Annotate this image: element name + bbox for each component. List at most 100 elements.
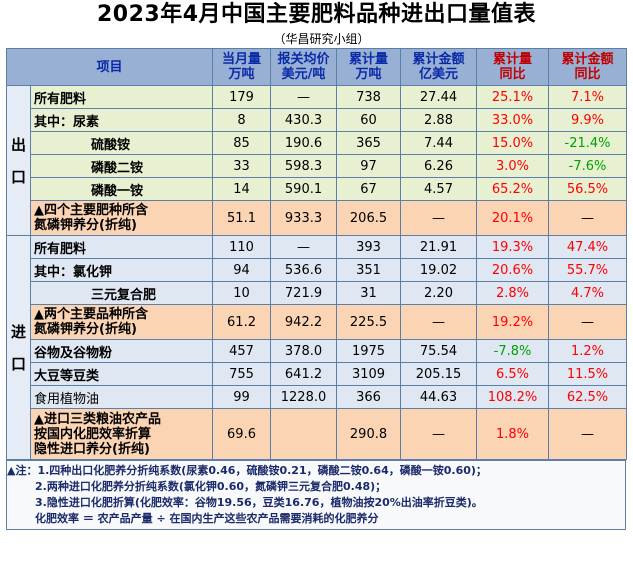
cum-qty: 365 — [336, 131, 402, 155]
row-name: ▲四个主要肥种所含 氮磷钾养分(折纯) — [29, 200, 214, 236]
amount-yoy: 4.7% — [548, 281, 628, 305]
amount-yoy: — — [548, 200, 628, 236]
monthly-qty: 85 — [212, 131, 272, 155]
amount-yoy: — — [548, 408, 628, 460]
row-name: 大豆等豆类 — [29, 362, 214, 386]
monthly-qty: 457 — [212, 339, 272, 363]
price: 1228.0 — [270, 385, 338, 409]
qty-yoy: 1.8% — [476, 408, 550, 460]
table-row: 食用植物油 99 1228.0 366 44.63 108.2% 62.5% — [6, 385, 628, 409]
qty-yoy: 20.1% — [476, 200, 550, 236]
amount-yoy: 47.4% — [548, 235, 628, 259]
amount-yoy: 62.5% — [548, 385, 628, 409]
amount-yoy: 55.7% — [548, 258, 628, 282]
amount-yoy: 11.5% — [548, 362, 628, 386]
cum-amount: 7.44 — [400, 131, 478, 155]
table-row: 磷酸二铵 33 598.3 97 6.26 3.0% -7.6% — [6, 154, 628, 178]
amount-yoy: 1.2% — [548, 339, 628, 363]
cum-qty: 1975 — [336, 339, 402, 363]
monthly-qty: 8 — [212, 108, 272, 132]
qty-yoy: 33.0% — [476, 108, 550, 132]
cum-qty: 290.8 — [336, 408, 402, 460]
export-section-label: 出口 — [6, 85, 31, 236]
table-row: 其中：氯化钾 94 536.6 351 19.02 20.6% 55.7% — [6, 258, 628, 282]
monthly-qty: 99 — [212, 385, 272, 409]
header-cum-qty: 累计量 万吨 — [336, 48, 402, 86]
price: — — [270, 85, 338, 109]
qty-yoy: 6.5% — [476, 362, 550, 386]
row-name: 三元复合肥 — [29, 281, 214, 305]
price: 536.6 — [270, 258, 338, 282]
monthly-qty: 179 — [212, 85, 272, 109]
cum-qty: 393 — [336, 235, 402, 259]
monthly-qty: 10 — [212, 281, 272, 305]
qty-yoy: 20.6% — [476, 258, 550, 282]
cum-amount: — — [400, 304, 478, 340]
qty-yoy: 65.2% — [476, 177, 550, 201]
header-row: 项目 当月量 万吨 报关均价 美元/吨 累计量 万吨 累计金额 亿美元 累计量 同比 累计… — [5, 48, 628, 86]
row-name: 其中：氯化钾 — [29, 258, 214, 282]
monthly-qty: 33 — [212, 154, 272, 178]
table-row: ▲进口三类粮油农产品 按国内化肥效率折算 隐性进口养分(折纯) 69.6 290.8… — [6, 408, 628, 460]
header-price: 报关均价 美元/吨 — [270, 48, 338, 86]
table-row: ▲四个主要肥种所含 氮磷钾养分(折纯) 51.1 933.3 206.5 — 20… — [6, 200, 628, 236]
cum-qty: 738 — [336, 85, 402, 109]
page-title: 2023年4月中国主要肥料品种进出口量值表 — [96, 2, 537, 27]
cum-qty: 206.5 — [336, 200, 402, 236]
row-name: 磷酸二铵 — [29, 154, 214, 178]
header-monthly-qty: 当月量 万吨 — [212, 48, 272, 86]
cum-amount: 2.88 — [400, 108, 478, 132]
amount-yoy: 56.5% — [548, 177, 628, 201]
amount-yoy: 9.9% — [548, 108, 628, 132]
row-name: ▲进口三类粮油农产品 按国内化肥效率折算 隐性进口养分(折纯) — [29, 408, 214, 460]
footnote-3: 3.隐性进口化肥折算(化肥效率：谷物19.56，豆类16.76，植物油按20%出… — [35, 496, 483, 509]
price: 721.9 — [270, 281, 338, 305]
qty-yoy: 15.0% — [476, 131, 550, 155]
qty-yoy: 25.1% — [476, 85, 550, 109]
row-name: 所有肥料 — [29, 85, 214, 109]
footnote-4: 化肥效率 ＝ 农产品产量 ÷ 在国内生产这些农产品需要消耗的化肥养分 — [35, 512, 379, 525]
amount-yoy: 7.1% — [548, 85, 628, 109]
price: 378.0 — [270, 339, 338, 363]
cum-amount: 44.63 — [400, 385, 478, 409]
footnote-2: 2.两种进口化肥养分折纯系数(氯化钾0.60，氮磷钾三元复合肥0.48)； — [35, 480, 387, 493]
import-section-label: 进口 — [6, 235, 31, 460]
price: 430.3 — [270, 108, 338, 132]
monthly-qty: 14 — [212, 177, 272, 201]
cum-amount: 4.57 — [400, 177, 478, 201]
cum-amount: 2.20 — [400, 281, 478, 305]
cum-amount: 75.54 — [400, 339, 478, 363]
price: 190.6 — [270, 131, 338, 155]
header-amount-yoy: 累计金额 同比 — [548, 48, 628, 86]
qty-yoy: 19.2% — [476, 304, 550, 340]
cum-qty: 351 — [336, 258, 402, 282]
amount-yoy: -7.6% — [548, 154, 628, 178]
footnote-1: ▲注：1.四种出口化肥养分折纯系数(尿素0.46，硫酸铵0.21，磷酸二铵0.6… — [7, 464, 487, 477]
cum-qty: 97 — [336, 154, 402, 178]
header-item: 项目 — [5, 48, 214, 86]
cum-amount: 205.15 — [400, 362, 478, 386]
cum-qty: 67 — [336, 177, 402, 201]
row-name: 谷物及谷物粉 — [29, 339, 214, 363]
monthly-qty: 61.2 — [212, 304, 272, 340]
amount-yoy: -21.4% — [548, 131, 628, 155]
table-row: 三元复合肥 10 721.9 31 2.20 2.8% 4.7% — [6, 281, 628, 305]
row-name: 磷酸一铵 — [29, 177, 214, 201]
row-name: ▲两个主要品种所含 氮磷钾养分(折纯) — [29, 304, 214, 340]
cum-qty: 60 — [336, 108, 402, 132]
row-name: 食用植物油 — [29, 385, 214, 409]
monthly-qty: 110 — [212, 235, 272, 259]
cum-amount: — — [400, 408, 478, 460]
cum-amount: — — [400, 200, 478, 236]
table-row: 大豆等豆类 755 641.2 3109 205.15 6.5% 11.5% — [6, 362, 628, 386]
cum-qty: 225.5 — [336, 304, 402, 340]
price: — — [270, 235, 338, 259]
table-row: 磷酸一铵 14 590.1 67 4.57 65.2% 56.5% — [6, 177, 628, 201]
cum-amount: 6.26 — [400, 154, 478, 178]
price: 942.2 — [270, 304, 338, 340]
price: 641.2 — [270, 362, 338, 386]
table-row: 硫酸铵 85 190.6 365 7.44 15.0% -21.4% — [6, 131, 628, 155]
page-subtitle: （华昌研究小组） — [273, 32, 370, 46]
header-cum-amount: 累计金额 亿美元 — [400, 48, 478, 86]
trade-table: 项目 当月量 万吨 报关均价 美元/吨 累计量 万吨 累计金额 亿美元 累计量 同比 累计… — [5, 48, 628, 460]
